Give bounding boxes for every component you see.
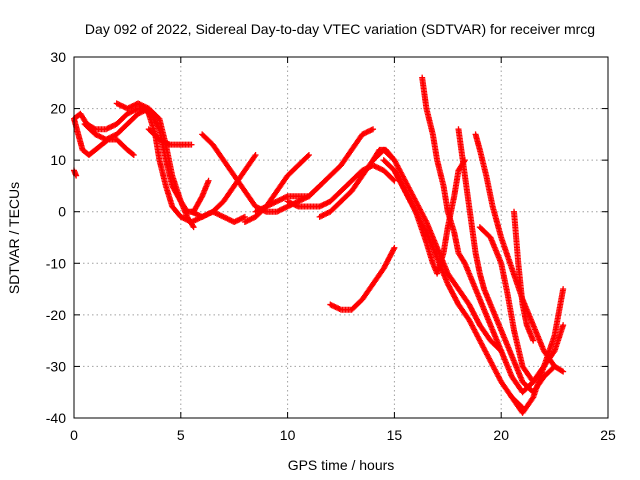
x-tick-label: 10 <box>280 427 296 443</box>
data-point <box>305 151 312 158</box>
data-point <box>370 126 377 133</box>
chart-title: Day 092 of 2022, Sidereal Day-to-day VTE… <box>85 21 595 37</box>
y-tick-label: -10 <box>46 255 66 271</box>
data-point <box>391 177 398 184</box>
x-tick-label: 20 <box>493 427 509 443</box>
data-point <box>129 151 136 158</box>
series-track-7 <box>199 131 323 215</box>
y-tick-label: 10 <box>50 152 66 168</box>
series-track-22 <box>508 322 567 416</box>
y-tick-label: 0 <box>58 204 66 220</box>
series-track-21 <box>511 208 537 344</box>
data-point <box>251 153 258 160</box>
y-tick-label: -40 <box>46 410 66 426</box>
data-point <box>198 194 205 201</box>
y-tick-label: 30 <box>50 49 66 65</box>
x-tick-label: 0 <box>70 427 78 443</box>
series-track-10 <box>252 126 377 215</box>
series-track-3 <box>71 167 80 179</box>
y-tick-label: -20 <box>46 307 66 323</box>
data-point <box>241 213 248 220</box>
series-track-12 <box>316 146 398 220</box>
data-point <box>252 151 259 158</box>
plot-frame <box>73 56 609 419</box>
data-point <box>560 368 567 375</box>
data-point <box>560 322 567 329</box>
data-point <box>189 222 196 229</box>
series-track-17 <box>391 157 468 277</box>
data-point <box>190 224 197 231</box>
series-track-5 <box>113 100 197 231</box>
series-track-9 <box>241 151 312 226</box>
data-point <box>390 176 397 183</box>
y-tick-label: 20 <box>50 101 66 117</box>
data-point <box>558 367 565 374</box>
y-axis-title: SDTVAR / TECUs <box>6 182 22 294</box>
series-track-13 <box>327 244 398 313</box>
data-point <box>560 286 567 293</box>
y-tick-label: -30 <box>46 358 66 374</box>
y-tick-labels: 30 20 10 0 -10 -20 -30 -40 <box>46 49 66 426</box>
data-point <box>205 177 212 184</box>
series-track-6 <box>145 126 195 148</box>
x-tick-label: 15 <box>387 427 403 443</box>
x-tick-label: 5 <box>177 427 185 443</box>
data-point <box>188 141 195 148</box>
data-point <box>530 337 537 344</box>
data-point <box>304 153 311 160</box>
data-points <box>71 74 567 416</box>
x-tick-labels: 0 5 10 15 20 25 <box>70 427 616 443</box>
x-tick-label: 25 <box>600 427 616 443</box>
series-track-14 <box>370 146 505 354</box>
data-point <box>130 151 137 158</box>
x-axis-title: GPS time / hours <box>288 457 395 473</box>
series-track-8 <box>188 151 259 220</box>
series-track-19 <box>472 131 567 375</box>
data-point <box>391 244 398 251</box>
